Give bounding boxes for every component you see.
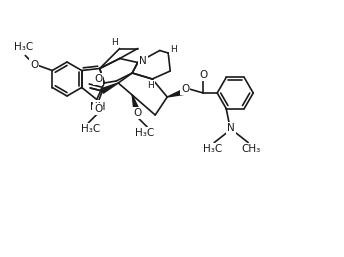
Text: O: O (199, 70, 207, 80)
Text: H: H (170, 45, 176, 54)
Polygon shape (101, 83, 118, 93)
Text: H: H (111, 38, 118, 47)
Text: N: N (139, 57, 147, 67)
Polygon shape (132, 95, 139, 110)
Text: N: N (227, 123, 235, 133)
Text: O: O (94, 74, 103, 84)
Text: H₃C: H₃C (14, 42, 33, 52)
Text: NH: NH (90, 102, 106, 112)
Text: H₃C: H₃C (135, 128, 154, 138)
Text: O: O (94, 104, 103, 114)
Text: O: O (133, 108, 141, 118)
Text: H₃C: H₃C (80, 124, 100, 134)
Text: H: H (147, 80, 154, 89)
Text: O: O (30, 60, 39, 69)
Text: CH₃: CH₃ (241, 144, 261, 154)
Text: O: O (181, 84, 189, 94)
Polygon shape (167, 90, 184, 97)
Text: H₃C: H₃C (203, 144, 222, 154)
